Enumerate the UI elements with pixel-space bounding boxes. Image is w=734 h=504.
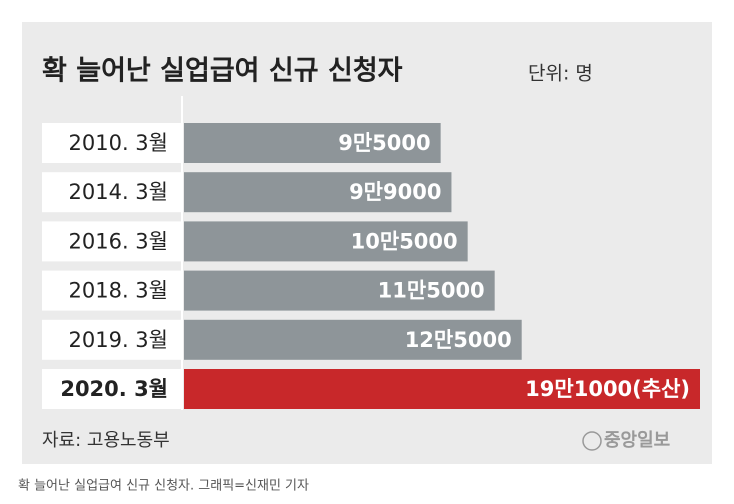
caption: 확 늘어난 실업급여 신규 신청자. 그래픽=신재민 기자 — [18, 479, 309, 494]
category-box — [42, 369, 182, 409]
value-label: 10만5000 — [351, 229, 458, 253]
bar — [184, 270, 495, 311]
category-box — [42, 319, 182, 360]
category-box — [42, 221, 182, 262]
y-tick-label: 2020. 3월 — [60, 377, 168, 401]
value-label: 19만1000(추산) — [525, 377, 690, 401]
value-label: 11만5000 — [378, 279, 485, 303]
value-label: 12만5000 — [405, 328, 512, 352]
bar — [184, 319, 522, 360]
logo: 중앙일보 — [604, 430, 670, 451]
bar — [184, 123, 441, 163]
y-tick-label: 2018. 3월 — [69, 279, 168, 303]
value-label: 9만9000 — [349, 180, 441, 204]
bar — [184, 221, 468, 262]
category-box — [42, 270, 182, 311]
source: 자료: 고용노동부 — [42, 430, 170, 451]
category-box — [42, 172, 182, 213]
y-tick-label: 2014. 3월 — [69, 180, 168, 204]
y-tick-label: 2010. 3월 — [69, 131, 168, 155]
bar — [184, 369, 700, 409]
logo-mark — [582, 431, 602, 451]
bar — [184, 172, 452, 213]
y-tick-label: 2019. 3월 — [69, 328, 168, 352]
unit-label: 단위: 명 — [528, 63, 593, 85]
chart-title: 확 늘어난 실업급여 신규 신청자 — [42, 56, 403, 87]
value-label: 9만5000 — [338, 131, 430, 155]
y-tick-label: 2016. 3월 — [69, 229, 168, 253]
category-box — [42, 123, 182, 163]
